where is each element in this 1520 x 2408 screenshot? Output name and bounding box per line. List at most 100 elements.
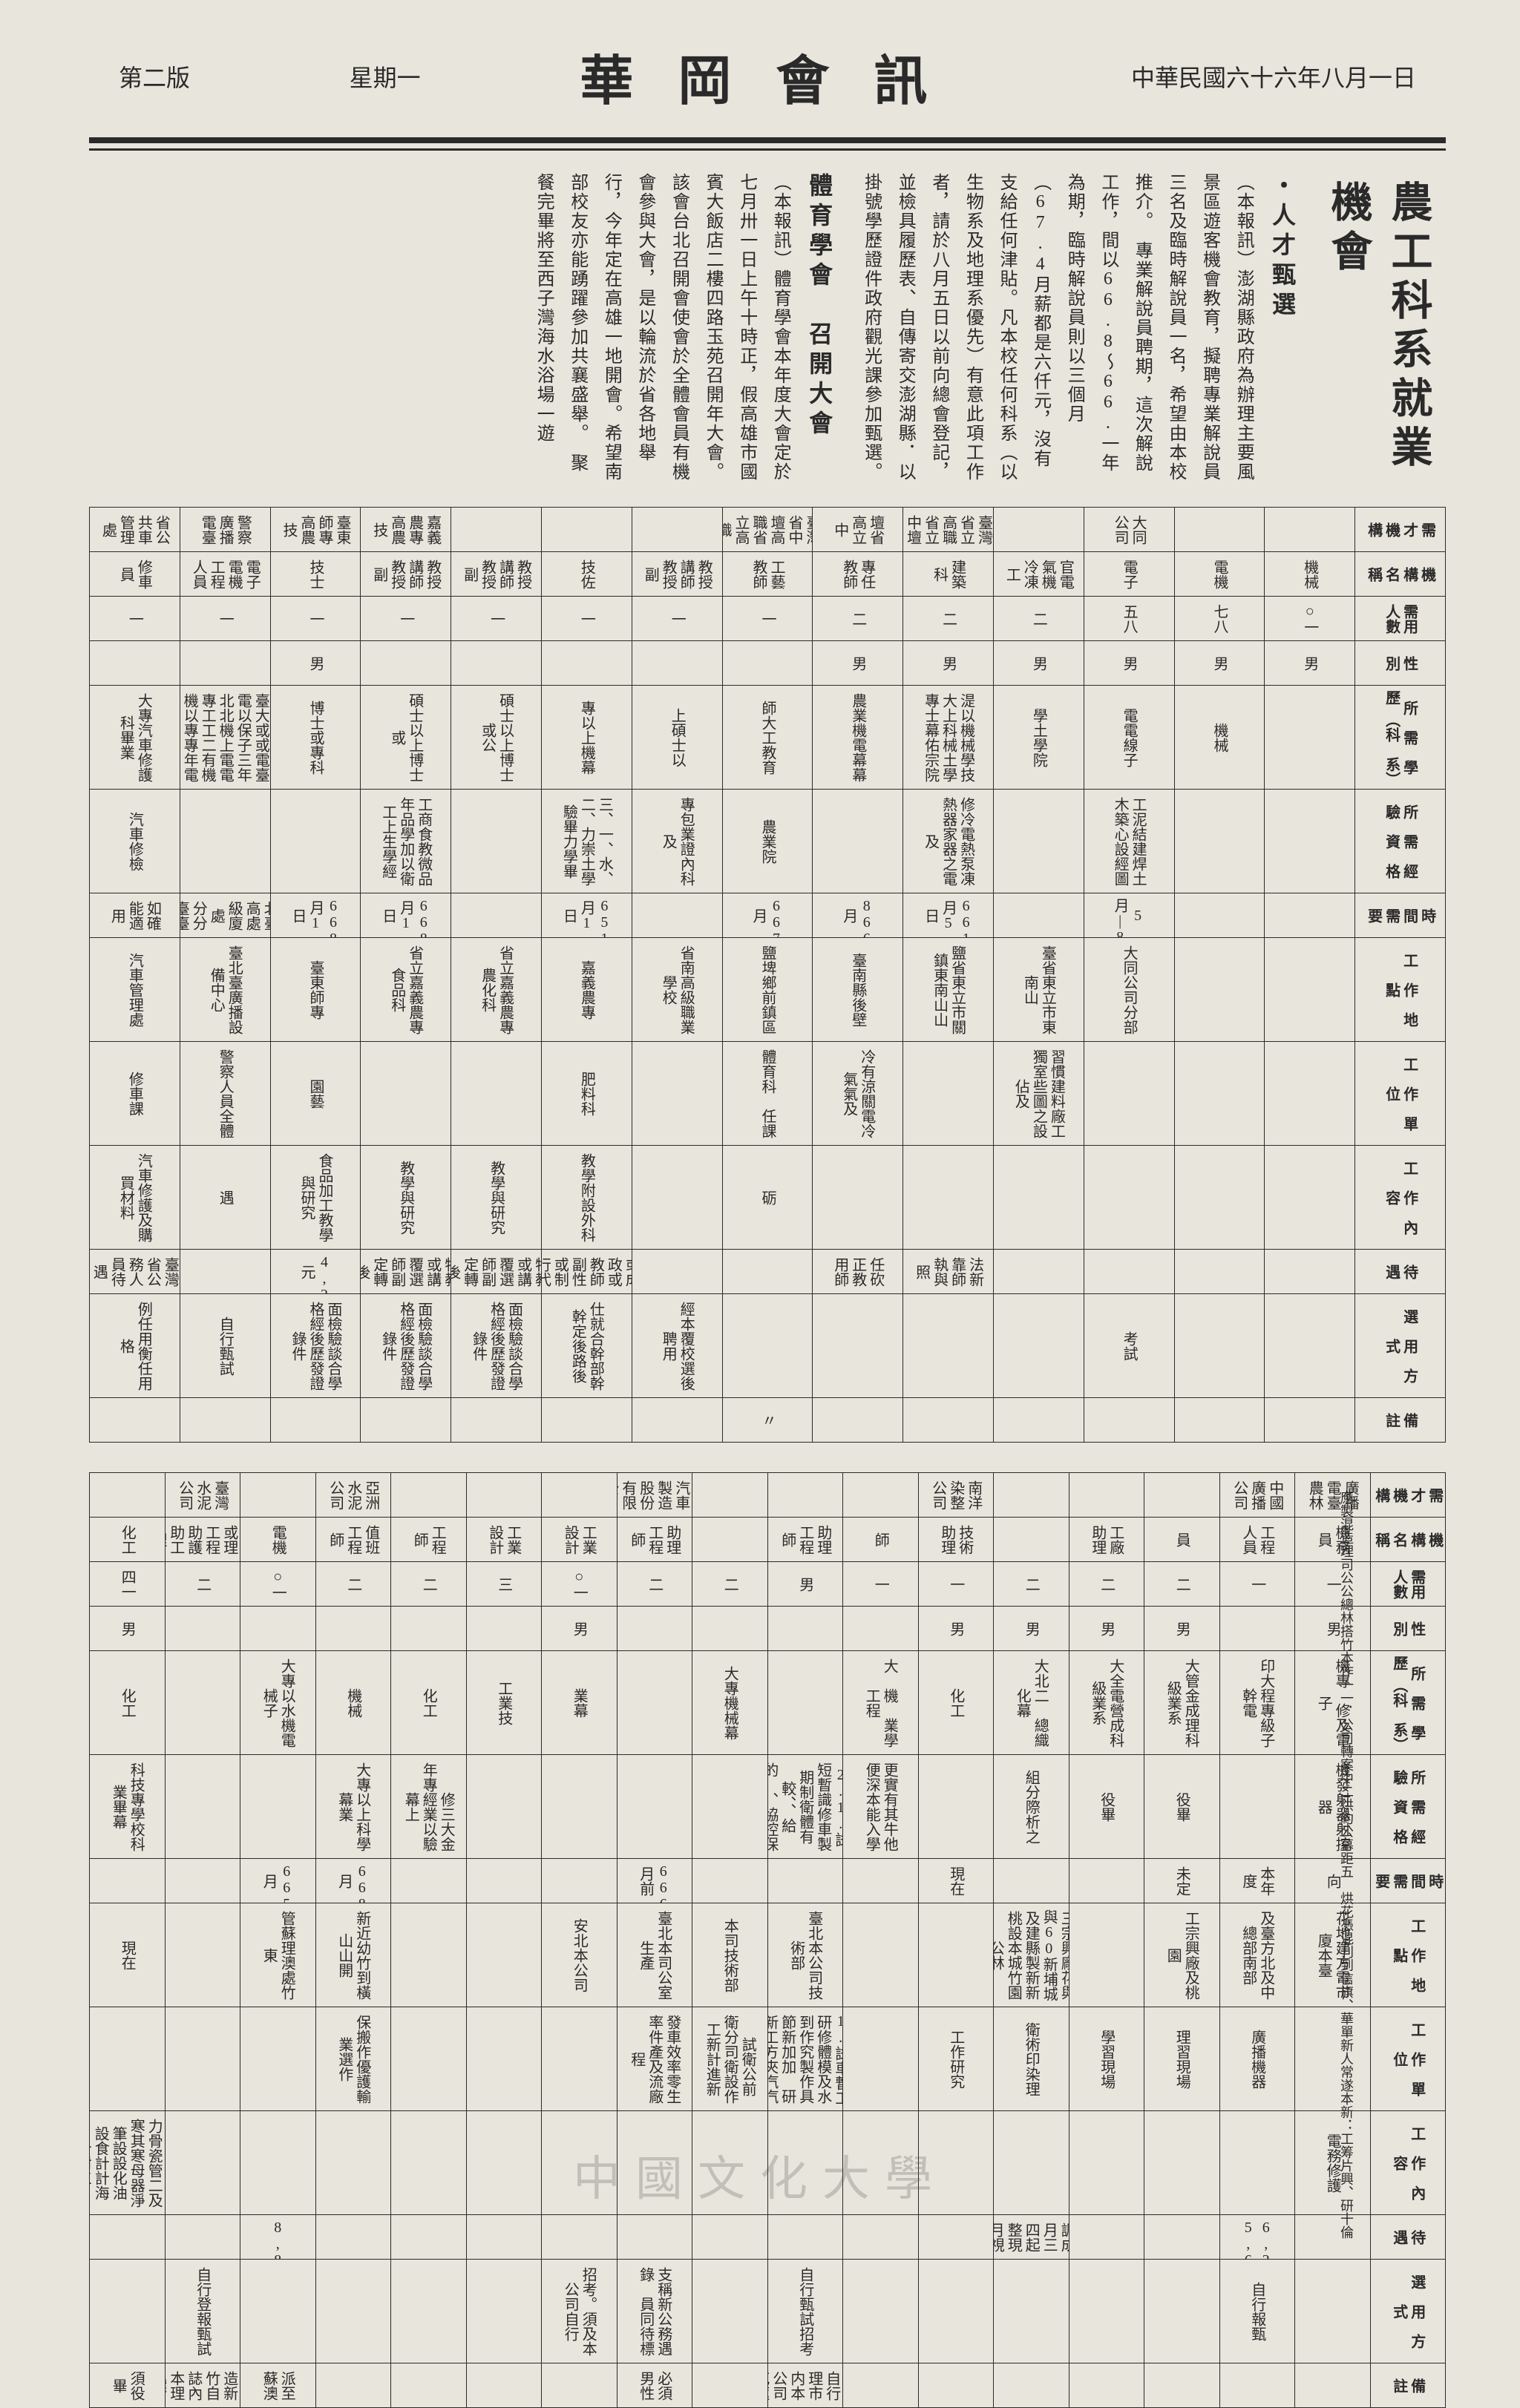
table-cell bbox=[361, 1042, 451, 1146]
table-cell bbox=[994, 2111, 1069, 2215]
table-cell bbox=[90, 2007, 166, 2111]
table-cell bbox=[918, 2363, 994, 2408]
table-cell bbox=[632, 893, 722, 938]
table-cell: 機發射器射控器 bbox=[1295, 1755, 1371, 1859]
table-cell: 官電氣機冷凍工 bbox=[993, 552, 1084, 597]
table-cell: 工業技 bbox=[466, 1651, 542, 1755]
article-2-heading: 體育學會 召開大會 bbox=[806, 173, 833, 440]
watermark: 中國文化大學 bbox=[573, 2141, 947, 2209]
table-cell bbox=[90, 641, 180, 686]
table-cell bbox=[315, 2363, 391, 2408]
table-cell: 農業院 bbox=[722, 790, 813, 893]
table-cell bbox=[1265, 1042, 1355, 1146]
table-cell: 本年度 bbox=[1219, 1859, 1295, 1903]
table-cell: 砺 bbox=[722, 1146, 813, 1250]
table-cell bbox=[903, 1294, 994, 1398]
table-cell: 四一 bbox=[90, 1562, 166, 1607]
table-cell: 化工 bbox=[90, 1651, 166, 1755]
table-cell: 內本公司自行 理市内本公司花蓮製選 bbox=[767, 2363, 843, 2408]
table-cell: 例任用衡任用格 bbox=[90, 1294, 180, 1398]
table-cell: 督理或理工程助護助工理 bbox=[165, 1518, 240, 1562]
table-cell: 電電線子 bbox=[1084, 686, 1174, 790]
table-cell: 自行報甄 bbox=[1219, 2260, 1295, 2363]
table-cell: 面檢驗談合學格經後歷發證錄件 bbox=[451, 1294, 542, 1398]
table-cell: 男 bbox=[270, 641, 361, 686]
table-cell bbox=[1069, 2111, 1144, 2215]
table-cell: 工商食教微品年品學加以衛工上生學經 bbox=[361, 790, 451, 893]
table-cell: 肥料科 bbox=[541, 1042, 632, 1146]
table-cell bbox=[632, 641, 722, 686]
table-cell: 助理工程師 bbox=[767, 1518, 843, 1562]
table-cell bbox=[1265, 1146, 1355, 1250]
table-cell: 專任教師 bbox=[813, 552, 903, 597]
table-cell bbox=[541, 1398, 632, 1443]
table-cell bbox=[391, 2111, 467, 2215]
table-cell: 遇 bbox=[180, 1146, 270, 1250]
table-cell bbox=[1084, 1398, 1174, 1443]
table-cell: 工藝教師 bbox=[722, 552, 813, 597]
table-row-header: 機 構 名 稱 bbox=[1355, 552, 1446, 597]
table-cell: 嘉義農專 bbox=[541, 938, 632, 1042]
table-cell bbox=[1144, 2363, 1220, 2408]
table-cell bbox=[1069, 1859, 1144, 1903]
table-cell bbox=[692, 2215, 768, 2260]
table-cell: 花地建方電市廈本臺 bbox=[1295, 1903, 1371, 2007]
table-cell: 更實有其牛他便深本能入學 bbox=[843, 1755, 919, 1859]
table-cell bbox=[692, 1518, 768, 1562]
table-cell bbox=[1265, 893, 1355, 938]
table-cell: 665月 bbox=[240, 1859, 316, 1903]
table-cell: 男 bbox=[813, 641, 903, 686]
table-cell: 必須男性 bbox=[617, 2363, 692, 2408]
table-cell: 廣播電臺農林 bbox=[1295, 1473, 1371, 1518]
table-cell bbox=[813, 1294, 903, 1398]
table-cell: 衛術印染理 bbox=[994, 2007, 1069, 2111]
table-cell bbox=[918, 2260, 994, 2363]
table-cell: 5.4.3.2.1.力骨瓷管二及寒其寒母器淨筆設設化油 設食計計海 計附工 bbox=[90, 2111, 166, 2215]
table-row-header: 備 註 bbox=[1370, 2363, 1446, 2408]
table-cell bbox=[617, 1651, 692, 1755]
table-cell: 鹽省東立市關鎮東南山山 bbox=[903, 938, 994, 1042]
table-cell: 教學附設外科 bbox=[541, 1146, 632, 1250]
table-cell: 化工 bbox=[918, 1651, 994, 1755]
article-1-body: （本報訊）澎湖縣政府為辦理主要風景區遊客機會教育，擬聘專業解說員三名及臨時解說員… bbox=[862, 173, 1254, 482]
table-cell bbox=[542, 2363, 618, 2408]
table-cell: 面檢驗談合學格經後歷發證錄件 bbox=[361, 1294, 451, 1398]
table-cell bbox=[1144, 2111, 1220, 2215]
table-cell: 8,800 bbox=[240, 2215, 316, 2260]
table-cell: 調成月三四起整現月視 bbox=[994, 2215, 1069, 2260]
table-row-header: 工 作 地 點 bbox=[1355, 938, 1446, 1042]
table-cell bbox=[541, 641, 632, 686]
table-cell bbox=[466, 1473, 542, 1518]
table-cell bbox=[617, 1607, 692, 1651]
table-cell bbox=[843, 2007, 919, 2111]
table-cell: 866月 bbox=[813, 893, 903, 938]
table-cell bbox=[315, 2260, 391, 2363]
table-cell: 試衛公前 衛分司衛設作工新計進新 bbox=[692, 2007, 768, 2111]
table-cell: 臺灣省公務人員待遇 bbox=[90, 1250, 180, 1294]
table-cell bbox=[541, 508, 632, 552]
table-cell: 臺灣省立高職省立中壇 bbox=[903, 508, 994, 552]
table-cell bbox=[1174, 1398, 1265, 1443]
table-cell: 一 bbox=[722, 597, 813, 641]
table-cell bbox=[361, 1398, 451, 1443]
table-cell: 汽車管理處 bbox=[90, 938, 180, 1042]
table-row-header: 需 才 機 構 bbox=[1355, 508, 1446, 552]
table-cell bbox=[466, 1755, 542, 1859]
table-cell bbox=[993, 1146, 1084, 1250]
table-cell: 助理工程師 bbox=[617, 1518, 692, 1562]
table-cell: 大 機 業學工程 bbox=[843, 1651, 919, 1755]
table-cell: 男 bbox=[1265, 641, 1355, 686]
table-cell: 668月1日 bbox=[361, 893, 451, 938]
table-cell: 廣播機器 bbox=[1219, 2007, 1295, 2111]
table-cell: 裕隆汽車製造股份有限公司 bbox=[617, 1473, 692, 1518]
table-cell: 臺東師專 bbox=[270, 938, 361, 1042]
table-cell: 臺東師專高農技 bbox=[270, 508, 361, 552]
table-cell: 一 bbox=[918, 1562, 994, 1607]
table-cell bbox=[542, 2215, 618, 2260]
table-cell: 省立嘉義農專食品科 bbox=[361, 938, 451, 1042]
table-cell: 工程人員 bbox=[1219, 1518, 1295, 1562]
table-cell: 二 bbox=[993, 597, 1084, 641]
table-cell: 經本覆校選後聘用 bbox=[632, 1294, 722, 1398]
table-row-header: 需用人數 bbox=[1355, 597, 1446, 641]
header-rule bbox=[89, 137, 1446, 151]
